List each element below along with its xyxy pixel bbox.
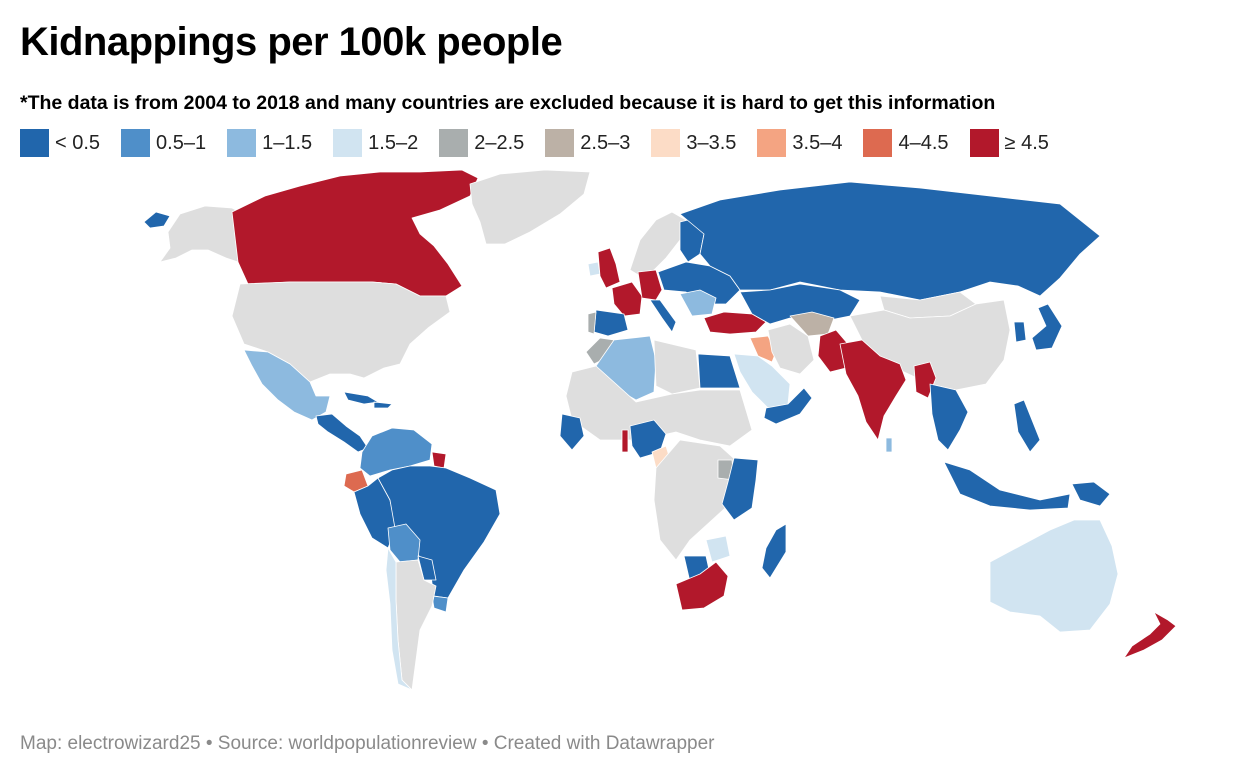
- legend-label: 2–2.5: [474, 131, 525, 154]
- region-russia[interactable]: [679, 181, 1101, 301]
- region-yemen-oman[interactable]: [763, 387, 813, 425]
- legend-swatch: [863, 129, 893, 157]
- region-egypt[interactable]: [697, 353, 741, 389]
- legend-item: 2.5–3: [545, 129, 630, 157]
- region-australia[interactable]: [989, 519, 1119, 633]
- region-philippines[interactable]: [1013, 399, 1041, 453]
- region-mexico[interactable]: [243, 349, 331, 421]
- region-chile[interactable]: [385, 547, 413, 691]
- legend-swatch: [121, 129, 151, 157]
- region-kenya-tanzania[interactable]: [721, 457, 759, 521]
- region-india[interactable]: [839, 339, 907, 441]
- legend-label: 2.5–3: [580, 131, 631, 154]
- region-iceland[interactable]: [143, 211, 171, 229]
- legend-label: 0.5–1: [156, 131, 207, 154]
- region-sri-lanka[interactable]: [885, 437, 893, 453]
- legend-swatch: [20, 129, 49, 157]
- legend-swatch: [969, 129, 999, 157]
- legend-item: 1–1.5: [227, 129, 312, 157]
- region-togo[interactable]: [621, 429, 629, 453]
- region-caribbean[interactable]: [343, 391, 393, 409]
- region-png[interactable]: [1071, 481, 1111, 507]
- region-korea[interactable]: [1013, 321, 1027, 343]
- region-central-america[interactable]: [315, 413, 369, 453]
- region-west-africa[interactable]: [559, 413, 585, 451]
- legend-label: ≥ 4.5: [1004, 131, 1049, 154]
- legend-swatch: [545, 129, 575, 157]
- legend-swatch: [757, 129, 787, 157]
- region-eastern-europe[interactable]: [657, 261, 741, 305]
- legend-label: 3.5–4: [792, 131, 843, 154]
- region-portugal[interactable]: [587, 311, 597, 335]
- legend-item: ≥ 4.5: [969, 129, 1049, 157]
- region-greenland[interactable]: [469, 169, 591, 245]
- region-balkans[interactable]: [679, 289, 717, 317]
- region-afghanistan[interactable]: [789, 311, 835, 337]
- region-germany[interactable]: [637, 269, 663, 301]
- region-iran[interactable]: [767, 323, 815, 375]
- region-libya[interactable]: [653, 339, 701, 395]
- region-turkey[interactable]: [703, 311, 767, 335]
- region-uruguay[interactable]: [431, 595, 449, 613]
- region-southeast-asia[interactable]: [929, 383, 969, 451]
- legend-item: 2–2.5: [439, 129, 524, 157]
- region-italy[interactable]: [649, 299, 677, 333]
- legend-item: < 0.5: [20, 129, 100, 157]
- legend-label: < 0.5: [55, 131, 101, 154]
- region-canada[interactable]: [231, 169, 479, 297]
- legend-item: 0.5–1: [121, 129, 206, 157]
- region-south-africa[interactable]: [675, 561, 729, 611]
- region-france[interactable]: [611, 281, 643, 317]
- legend-item: 3–3.5: [651, 129, 736, 157]
- region-indonesia[interactable]: [943, 461, 1071, 511]
- region-alaska[interactable]: [159, 205, 241, 263]
- map-subtitle: *The data is from 2004 to 2018 and many …: [20, 92, 996, 114]
- region-iraq[interactable]: [749, 335, 777, 363]
- region-guiana[interactable]: [431, 451, 447, 469]
- legend-item: 4–4.5: [863, 129, 949, 157]
- region-spain[interactable]: [593, 309, 629, 337]
- map-footer: Map: electrowizard25 • Source: worldpopu…: [20, 733, 715, 754]
- legend-label: 1.5–2: [368, 131, 419, 154]
- map-legend: < 0.5 0.5–1 1–1.5 1.5–2 2–2.5 2.5–3 3–3.…: [20, 129, 1070, 157]
- legend-item: 3.5–4: [757, 129, 842, 157]
- world-map: [143, 169, 1177, 691]
- legend-swatch: [439, 129, 469, 157]
- region-zimbabwe[interactable]: [705, 535, 731, 563]
- region-uk[interactable]: [597, 247, 621, 289]
- legend-item: 1.5–2: [333, 129, 418, 157]
- legend-swatch: [227, 129, 257, 157]
- region-japan[interactable]: [1031, 303, 1063, 351]
- region-madagascar[interactable]: [761, 523, 787, 579]
- legend-swatch: [333, 129, 363, 157]
- region-new-zealand[interactable]: [1123, 611, 1177, 659]
- legend-label: 1–1.5: [262, 131, 313, 154]
- legend-label: 3–3.5: [686, 131, 737, 154]
- legend-swatch: [651, 129, 681, 157]
- region-ireland[interactable]: [587, 261, 601, 277]
- map-title: Kidnappings per 100k people: [20, 20, 563, 64]
- legend-label: 4–4.5: [898, 131, 949, 154]
- region-colombia-venezuela[interactable]: [359, 427, 433, 477]
